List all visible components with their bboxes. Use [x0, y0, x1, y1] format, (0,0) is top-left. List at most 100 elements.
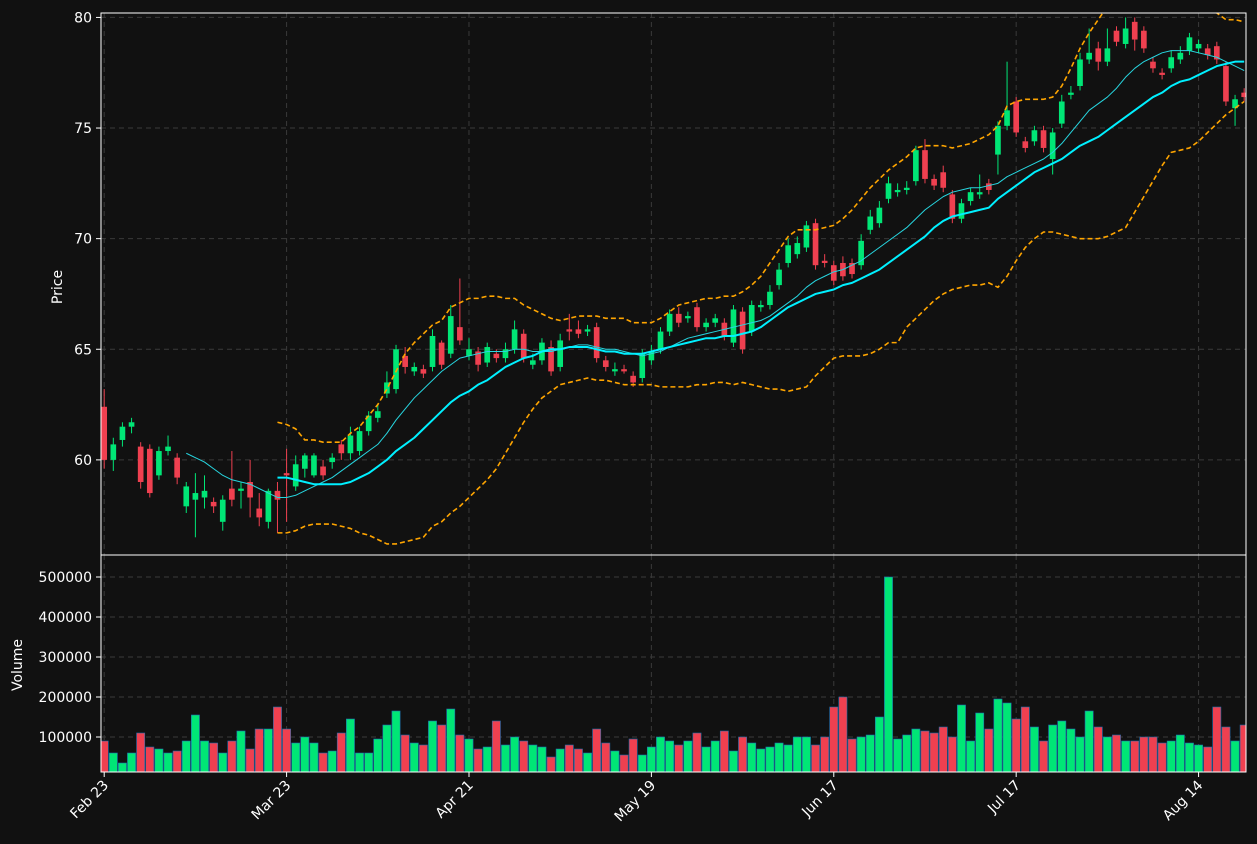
candle-body [384, 382, 390, 394]
volume-bar [792, 736, 802, 772]
volume-bar [1185, 742, 1194, 772]
volume-bar [154, 748, 164, 772]
candle-body [913, 150, 919, 182]
candle-body [1049, 132, 1056, 160]
volume-bar [1148, 736, 1158, 772]
volume-bar [1130, 740, 1140, 772]
candle-body [985, 183, 992, 190]
candle-body [931, 178, 937, 186]
volume-bar [309, 742, 319, 772]
price-axis-label: Price [50, 270, 66, 304]
volume-axis-label: Volume [10, 639, 26, 691]
candle-body [612, 369, 618, 372]
volume-bar [118, 762, 127, 772]
volume-bar [382, 724, 392, 772]
volume-bar [537, 746, 547, 772]
volume-bar [1203, 746, 1213, 772]
candle-body [502, 349, 509, 359]
volume-bar [1121, 740, 1131, 772]
candle-body [830, 265, 837, 281]
candle-body [374, 411, 381, 418]
volume-bar [893, 738, 903, 772]
candle-body [858, 240, 864, 266]
volume-bar [455, 734, 465, 772]
candle-body [174, 457, 180, 478]
candle-body [420, 369, 427, 374]
volume-bar [783, 744, 793, 772]
candle-body [694, 307, 700, 328]
candle-body [685, 316, 691, 319]
candle-body [1004, 110, 1010, 126]
candle-body [247, 481, 253, 498]
candle-body [402, 355, 408, 367]
volume-bar [884, 576, 893, 772]
candle-body [475, 351, 481, 365]
candle-body [657, 331, 664, 350]
y-tick-label: 400000 [39, 610, 92, 626]
candle-body [949, 194, 956, 219]
y-tick-label: 75 [74, 121, 92, 137]
x-tick-label: Apr 21 [433, 778, 477, 822]
volume-bar [464, 738, 474, 772]
candle-body [201, 490, 208, 498]
candle-body [484, 347, 491, 363]
candle-body [602, 360, 609, 367]
candle-body [1186, 37, 1193, 51]
candle-body [1159, 72, 1165, 75]
volume-bar [282, 728, 291, 772]
volume-panel [101, 576, 1246, 772]
candle-body [849, 262, 855, 275]
candle-body [584, 329, 591, 332]
candle-body [748, 305, 755, 332]
volume-bar [610, 750, 620, 772]
volume-bar [364, 752, 374, 772]
volume-bar [938, 726, 948, 772]
volume-bar [1039, 740, 1048, 772]
y-tick-label: 100000 [39, 730, 92, 746]
volume-bar [646, 746, 656, 772]
candle-body [867, 216, 874, 230]
candle-body [776, 269, 782, 286]
volume-bar [409, 742, 419, 772]
candle-body [265, 490, 272, 522]
volume-bar [1239, 724, 1246, 772]
candle-body [785, 245, 792, 263]
candle-body [876, 207, 883, 224]
candle-body [101, 406, 108, 460]
candle-body [703, 322, 709, 328]
volume-bar [145, 746, 155, 772]
candle-body [411, 366, 418, 372]
volume-bar [1102, 736, 1112, 772]
candle-body [137, 446, 144, 482]
volume-bar [865, 734, 875, 772]
y-tick-label: 200000 [39, 690, 92, 706]
candle-body [1104, 48, 1111, 62]
volume-bar [592, 728, 602, 772]
volume-bar [902, 734, 912, 772]
candle-body [1213, 46, 1220, 60]
candle-body [922, 150, 928, 179]
volume-bar [920, 730, 930, 772]
volume-bar [838, 696, 848, 772]
y-tick-label: 60 [74, 453, 92, 469]
volume-bar [719, 730, 729, 772]
candle-body [648, 351, 655, 361]
x-tick-label: Mar 23 [249, 778, 295, 824]
volume-bar [637, 754, 647, 772]
volume-bar [391, 710, 401, 772]
candle-body [903, 187, 910, 190]
volume-bar [929, 732, 939, 772]
volume-bar [437, 724, 447, 772]
volume-bar [200, 740, 209, 772]
candle-body [666, 313, 673, 332]
volume-bar [1002, 702, 1012, 772]
candle-body [210, 501, 217, 507]
volume-bar [346, 718, 355, 772]
candle-body [119, 426, 126, 440]
candle-body [356, 431, 363, 452]
candle-body [1086, 52, 1092, 60]
volume-bar [1066, 728, 1076, 772]
candle-body [493, 353, 500, 359]
candle-body [1195, 43, 1202, 49]
candle-body [630, 375, 636, 383]
